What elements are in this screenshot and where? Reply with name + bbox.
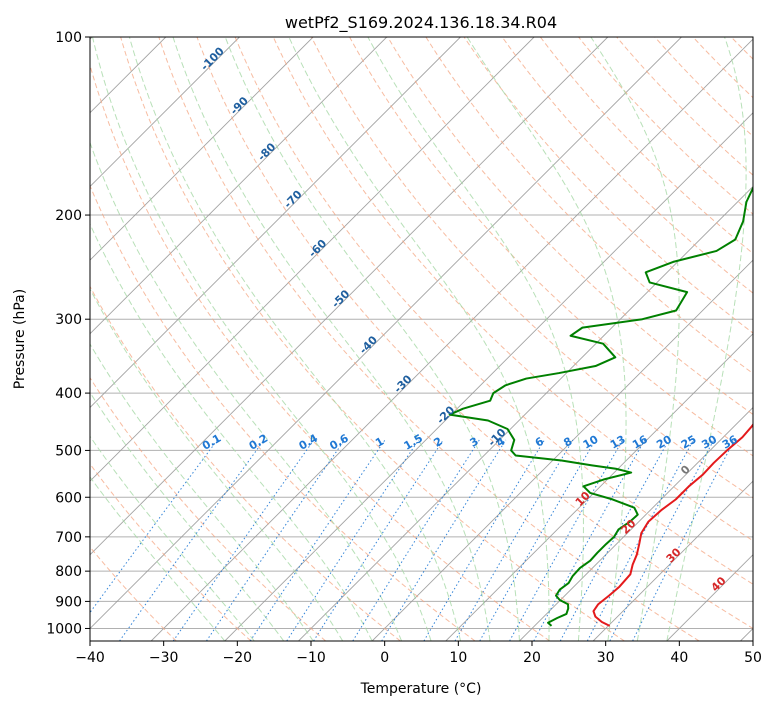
x-tick-label: 10 <box>449 650 467 666</box>
mixing-ratio-line <box>632 439 735 641</box>
dry-adiabat <box>425 37 753 375</box>
x-tick-label: 20 <box>523 650 541 666</box>
mixing-ratio-line <box>423 439 545 641</box>
isotherm-gridline <box>371 259 753 641</box>
isotherm-gridline <box>90 37 314 261</box>
isotherm-gridline <box>90 37 461 409</box>
x-tick-label: −40 <box>75 650 105 666</box>
dry-adiabat <box>616 37 753 176</box>
moist-adiabat <box>90 391 285 641</box>
x-tick-label: −20 <box>223 650 253 666</box>
dry-adiabat <box>158 37 700 641</box>
moist-adiabat <box>172 37 491 641</box>
moist-adiabat <box>466 37 627 641</box>
moist-adiabat <box>367 37 584 641</box>
y-tick-label: 300 <box>55 312 82 328</box>
isotherm-gridline <box>445 333 753 641</box>
moist-adiabat <box>92 37 432 641</box>
moist-adiabat <box>90 287 344 641</box>
mixing-ratio-line <box>172 439 315 641</box>
y-tick-label: 100 <box>55 30 82 46</box>
isotherm-gridline <box>90 37 609 556</box>
moist-adiabat <box>128 37 462 641</box>
y-tick-label: 400 <box>55 386 82 402</box>
mixing-ratio-line <box>509 439 624 641</box>
moist-adiabat <box>590 37 680 641</box>
dry-adiabat <box>234 37 753 585</box>
mixing-ratio-line <box>381 439 507 641</box>
y-tick-label: 900 <box>55 594 82 610</box>
mixing-ratio-line <box>206 439 345 641</box>
dry-adiabat <box>90 376 327 641</box>
dry-adiabat <box>387 37 753 416</box>
dewpoint-profile-line <box>448 185 753 627</box>
axes: −40 −30 −20 −10 0 10 20 30 40 50 1000 900 800 700 600 5… <box>46 30 762 666</box>
moist-adiabat <box>90 141 403 641</box>
mixing-ratio-line <box>533 439 646 641</box>
isotherm-gridline <box>90 37 682 630</box>
x-tick-label: 0 <box>380 650 389 666</box>
mixing-ratio-line <box>90 439 218 614</box>
mixing-ratio-line <box>352 439 480 641</box>
dry-adiabat <box>310 37 753 499</box>
y-tick-label: 1000 <box>46 621 82 637</box>
isotherm-gridline <box>90 37 240 188</box>
x-tick-label: −30 <box>149 650 179 666</box>
dry-adiabat <box>120 37 625 641</box>
moist-adiabat <box>90 476 226 641</box>
sounding-profiles <box>448 185 753 627</box>
x-tick-label: −10 <box>296 650 326 666</box>
temperature-profile-line <box>592 422 753 627</box>
y-tick-label: 700 <box>55 530 82 546</box>
isotherm-gridline <box>150 38 753 641</box>
isotherm-gridline <box>519 406 753 641</box>
moist-adiabat <box>288 37 550 641</box>
y-tick-label: 800 <box>55 564 82 580</box>
dry-adiabat <box>349 37 753 457</box>
mixing-ratio-line <box>479 439 596 641</box>
background-reference-lines <box>90 37 753 641</box>
dry-adiabat <box>90 63 551 641</box>
moist-adiabat <box>90 222 373 641</box>
moist-adiabat <box>90 343 314 641</box>
dry-adiabat <box>90 285 401 641</box>
mixing-ratio-line <box>249 439 386 641</box>
y-tick-label: 500 <box>55 443 82 459</box>
chart-title: wetPf2_S169.2024.136.18.34.R04 <box>285 13 557 33</box>
x-tick-label: 30 <box>597 650 615 666</box>
dry-adiabat <box>539 37 753 255</box>
x-axis-label: Temperature (°C) <box>360 681 482 697</box>
x-tick-label: 40 <box>670 650 688 666</box>
isotherm-gridline <box>90 37 388 335</box>
moist-adiabat <box>666 37 747 641</box>
x-tick-label: 50 <box>744 650 762 666</box>
mixing-ratio-line <box>454 439 574 641</box>
moist-adiabat <box>224 37 520 641</box>
mixing-ratio-line <box>286 439 420 641</box>
plot-frame <box>89 36 754 642</box>
dry-adiabat <box>463 37 753 334</box>
y-tick-label: 200 <box>55 208 82 224</box>
isotherm-gridline <box>90 37 535 482</box>
y-tick-label: 600 <box>55 490 82 506</box>
moist-adiabat <box>90 435 255 641</box>
isotherm-gridline <box>592 480 753 641</box>
dry-adiabat <box>196 37 753 630</box>
y-axis-label: Pressure (hPa) <box>12 289 28 389</box>
isotherm-gridline <box>224 112 753 641</box>
mixing-ratio-line <box>313 439 444 641</box>
